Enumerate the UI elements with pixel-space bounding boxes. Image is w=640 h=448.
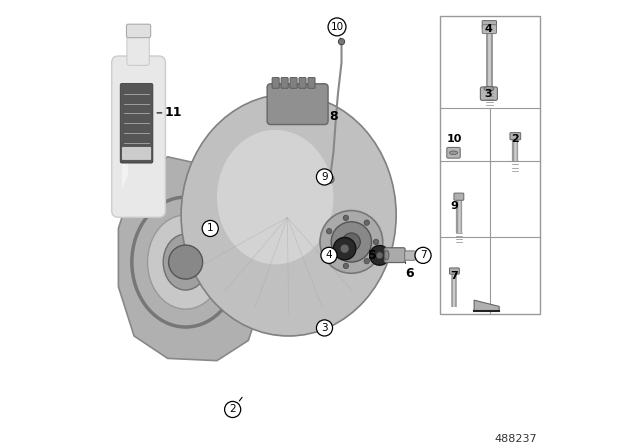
Circle shape bbox=[342, 233, 360, 251]
FancyBboxPatch shape bbox=[454, 193, 464, 200]
FancyBboxPatch shape bbox=[122, 147, 151, 160]
Ellipse shape bbox=[217, 130, 333, 264]
Circle shape bbox=[415, 247, 431, 263]
FancyBboxPatch shape bbox=[510, 133, 521, 140]
FancyBboxPatch shape bbox=[127, 33, 149, 65]
Polygon shape bbox=[121, 85, 128, 188]
Circle shape bbox=[373, 239, 379, 245]
Circle shape bbox=[320, 211, 383, 273]
Text: 4: 4 bbox=[326, 250, 332, 260]
Text: 5: 5 bbox=[369, 249, 377, 262]
Circle shape bbox=[326, 250, 332, 255]
FancyBboxPatch shape bbox=[449, 268, 460, 274]
Ellipse shape bbox=[120, 201, 157, 212]
Circle shape bbox=[343, 263, 349, 269]
Text: 2: 2 bbox=[229, 405, 236, 414]
FancyBboxPatch shape bbox=[447, 147, 460, 158]
FancyBboxPatch shape bbox=[440, 16, 540, 314]
FancyBboxPatch shape bbox=[481, 87, 497, 100]
Circle shape bbox=[321, 247, 337, 263]
Circle shape bbox=[340, 244, 349, 253]
Circle shape bbox=[343, 215, 349, 220]
FancyBboxPatch shape bbox=[308, 78, 315, 88]
FancyBboxPatch shape bbox=[404, 251, 415, 260]
Text: 488237: 488237 bbox=[495, 434, 538, 444]
Ellipse shape bbox=[449, 151, 458, 155]
Text: 1: 1 bbox=[207, 224, 214, 233]
FancyBboxPatch shape bbox=[299, 78, 306, 88]
Text: 11: 11 bbox=[164, 106, 182, 120]
Circle shape bbox=[364, 258, 369, 264]
Text: 3: 3 bbox=[484, 89, 492, 99]
Circle shape bbox=[333, 237, 356, 260]
Text: 9: 9 bbox=[321, 172, 328, 182]
Ellipse shape bbox=[147, 215, 224, 309]
Polygon shape bbox=[474, 300, 499, 311]
Text: 10: 10 bbox=[447, 134, 462, 144]
FancyBboxPatch shape bbox=[120, 83, 153, 163]
Circle shape bbox=[370, 246, 390, 265]
Polygon shape bbox=[118, 157, 262, 361]
FancyBboxPatch shape bbox=[281, 78, 288, 88]
Text: 2: 2 bbox=[511, 134, 519, 144]
Circle shape bbox=[168, 245, 203, 279]
Text: 10: 10 bbox=[330, 22, 344, 32]
Circle shape bbox=[316, 169, 333, 185]
Ellipse shape bbox=[181, 94, 396, 336]
Ellipse shape bbox=[163, 234, 208, 290]
FancyBboxPatch shape bbox=[112, 56, 165, 217]
FancyBboxPatch shape bbox=[127, 24, 150, 38]
FancyBboxPatch shape bbox=[267, 84, 328, 125]
Text: 8: 8 bbox=[329, 110, 338, 123]
Text: 6: 6 bbox=[405, 267, 414, 280]
Text: 4: 4 bbox=[484, 24, 492, 34]
FancyBboxPatch shape bbox=[385, 248, 405, 263]
Circle shape bbox=[339, 39, 345, 45]
Circle shape bbox=[332, 222, 372, 262]
Circle shape bbox=[328, 18, 346, 36]
Ellipse shape bbox=[484, 86, 494, 91]
Text: 9: 9 bbox=[451, 201, 458, 211]
Circle shape bbox=[376, 252, 383, 259]
Text: 7: 7 bbox=[451, 271, 458, 280]
FancyBboxPatch shape bbox=[290, 78, 297, 88]
Circle shape bbox=[326, 228, 332, 234]
Text: 3: 3 bbox=[321, 323, 328, 333]
Circle shape bbox=[316, 320, 333, 336]
Text: 7: 7 bbox=[420, 250, 426, 260]
Circle shape bbox=[202, 220, 218, 237]
FancyBboxPatch shape bbox=[272, 78, 279, 88]
FancyBboxPatch shape bbox=[482, 21, 497, 28]
Ellipse shape bbox=[385, 250, 389, 260]
Circle shape bbox=[225, 401, 241, 418]
Circle shape bbox=[364, 220, 369, 225]
FancyBboxPatch shape bbox=[482, 25, 497, 34]
